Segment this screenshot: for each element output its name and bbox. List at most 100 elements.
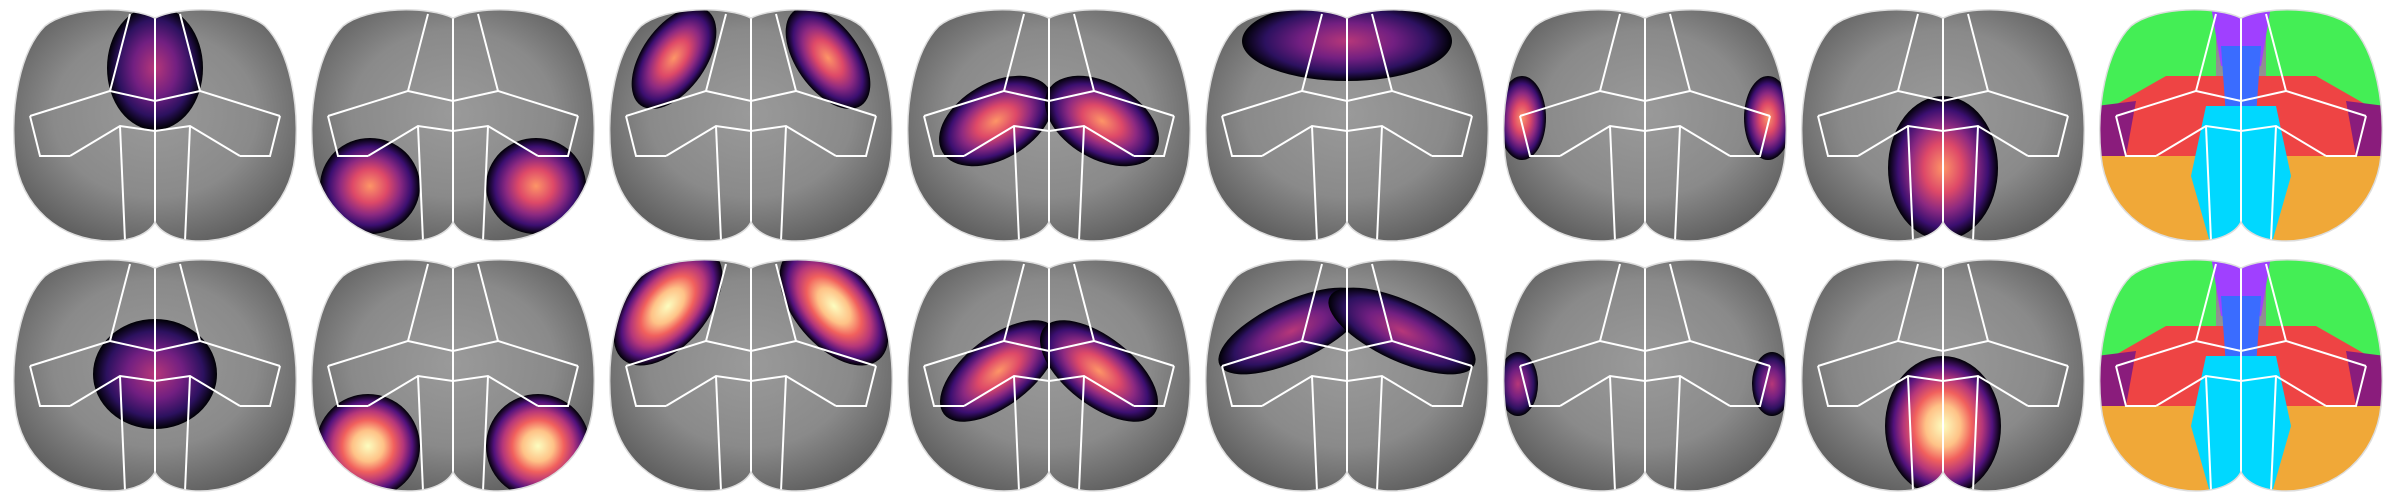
brain-region <box>2251 326 2383 416</box>
brain-region <box>2099 326 2231 416</box>
area-boundary <box>1907 125 1914 242</box>
activity-blob <box>779 259 889 366</box>
area-boundary <box>715 125 722 242</box>
overlay <box>2099 9 2383 241</box>
activity-blob <box>1744 76 1787 160</box>
activity-blob <box>320 138 420 234</box>
brain-map <box>1205 257 1489 492</box>
area-boundary <box>407 90 499 103</box>
area-boundary <box>1376 125 1383 242</box>
area-boundary <box>705 340 797 353</box>
activity-blob <box>613 259 723 366</box>
area-boundary <box>538 365 579 407</box>
area-boundary <box>109 90 201 103</box>
area-boundary <box>69 374 241 407</box>
area-boundary <box>482 125 489 242</box>
area-boundary <box>1221 115 1262 157</box>
area-boundary <box>1817 115 1858 157</box>
area-boundary <box>836 115 877 157</box>
overlay <box>320 138 586 234</box>
overlay <box>1218 287 1476 375</box>
area-boundary <box>1730 365 1771 407</box>
area-boundary <box>119 125 126 242</box>
activity-blob <box>1218 287 1366 375</box>
area-boundary <box>367 374 539 407</box>
brain-map <box>1503 257 1787 492</box>
area-boundary <box>29 115 70 157</box>
area-boundary <box>184 125 191 242</box>
area-boundary <box>1897 340 1989 353</box>
area-boundary <box>367 124 539 157</box>
area-boundary <box>665 124 837 157</box>
area-boundary <box>1432 365 1473 407</box>
brain-region <box>2251 76 2383 166</box>
area-boundary <box>1609 375 1616 492</box>
area-boundary <box>417 375 424 492</box>
overlay <box>1503 76 1787 160</box>
brain-map <box>609 257 893 492</box>
area-boundary <box>1599 340 1691 353</box>
brain-map <box>13 257 297 492</box>
area-boundary <box>2115 365 2156 407</box>
area-boundary <box>963 124 1135 157</box>
brain-map <box>311 257 595 492</box>
area-boundary <box>119 375 126 492</box>
area-boundary <box>1311 375 1318 492</box>
area-boundary <box>2155 124 2327 157</box>
area-boundary <box>1559 124 1731 157</box>
area-boundary <box>327 365 368 407</box>
area-boundary <box>1013 125 1020 242</box>
brain-map <box>311 7 595 242</box>
area-boundary <box>2326 115 2367 157</box>
brain-map <box>2099 257 2383 492</box>
area-boundary <box>240 365 281 407</box>
area-boundary <box>1432 115 1473 157</box>
area-boundary <box>1972 375 1979 492</box>
area-boundary <box>780 125 787 242</box>
brain-map <box>13 7 297 242</box>
brain-map <box>609 7 893 242</box>
area-boundary <box>1559 374 1731 407</box>
area-boundary <box>1221 365 1262 407</box>
area-boundary <box>1311 125 1318 242</box>
area-boundary <box>109 340 201 353</box>
area-boundary <box>1599 90 1691 103</box>
area-boundary <box>2028 115 2069 157</box>
brain-map <box>1503 7 1787 242</box>
area-boundary <box>29 365 70 407</box>
area-boundary <box>1134 365 1175 407</box>
area-boundary <box>1674 125 1681 242</box>
area-boundary <box>2195 340 2287 353</box>
brain-region <box>2346 351 2383 406</box>
activity-blob <box>1045 75 1159 167</box>
area-boundary <box>1674 375 1681 492</box>
area-boundary <box>1301 90 1393 103</box>
area-boundary <box>2270 375 2277 492</box>
area-boundary <box>780 375 787 492</box>
area-boundary <box>923 365 964 407</box>
area-boundary <box>1078 375 1085 492</box>
area-boundary <box>2028 365 2069 407</box>
area-boundary <box>2155 374 2327 407</box>
area-boundary <box>1013 375 1020 492</box>
area-boundary <box>327 115 368 157</box>
area-boundary <box>705 90 797 103</box>
area-boundary <box>2205 125 2212 242</box>
overlay <box>631 9 871 109</box>
activity-blob <box>939 75 1053 167</box>
brain-map <box>2099 7 2383 242</box>
area-boundary <box>1609 125 1616 242</box>
area-boundary <box>2115 115 2156 157</box>
area-boundary <box>1907 375 1914 492</box>
area-boundary <box>482 375 489 492</box>
area-boundary <box>407 340 499 353</box>
area-boundary <box>1261 124 1433 157</box>
area-boundary <box>715 375 722 492</box>
area-boundary <box>1376 375 1383 492</box>
area-boundary <box>417 125 424 242</box>
area-boundary <box>240 115 281 157</box>
brain-map <box>907 7 1191 242</box>
area-boundary <box>923 115 964 157</box>
area-boundary <box>625 365 666 407</box>
area-boundary <box>836 365 877 407</box>
